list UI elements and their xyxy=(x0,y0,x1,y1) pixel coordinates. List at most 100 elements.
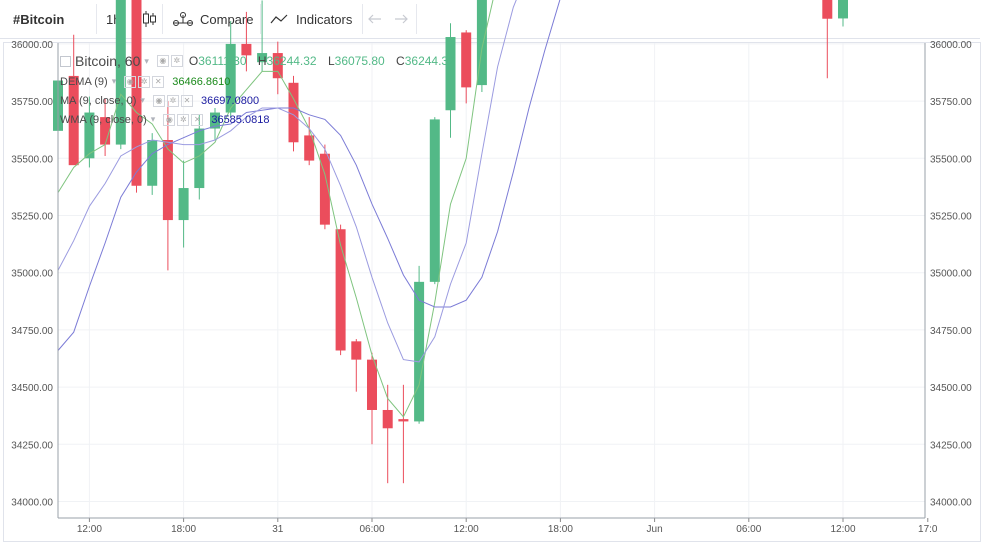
close-icon[interactable]: ✕ xyxy=(152,75,165,88)
x-tick-label: 12:00 xyxy=(77,524,102,535)
chevron-down-icon[interactable]: ▾ xyxy=(111,76,117,86)
candle-down xyxy=(162,139,173,221)
top-toolbar: #Bitcoin 1h Compare Indicators xyxy=(0,0,980,39)
ohlc-values: O36111.30 H36244.32 L36075.80 C36244.32 xyxy=(189,54,463,68)
candle-down xyxy=(319,153,330,225)
gear-icon[interactable]: ✲ xyxy=(138,75,151,88)
eye-icon[interactable]: ◉ xyxy=(152,94,165,107)
compare-icon xyxy=(173,12,193,26)
x-tick-label: 18:00 xyxy=(548,524,573,535)
candle-down xyxy=(304,135,315,161)
indicator-line-ma xyxy=(57,0,561,351)
indicators-button[interactable]: Indicators xyxy=(270,0,352,38)
x-tick-label: Jun xyxy=(647,524,663,535)
series-title: Bitcoin, 60 xyxy=(75,53,141,69)
close-icon[interactable]: ✕ xyxy=(180,94,193,107)
gear-icon[interactable]: ✲ xyxy=(170,55,183,67)
candle-up xyxy=(194,128,205,189)
y-tick-label-left: 35500.00 xyxy=(11,154,53,165)
candle-down xyxy=(351,341,362,360)
y-tick-label-right: 35250.00 xyxy=(930,212,972,223)
y-tick-label-right: 34000.00 xyxy=(930,498,972,509)
chevron-down-icon[interactable]: ▾ xyxy=(150,114,156,124)
x-tick-label: 31 xyxy=(272,524,284,535)
legend-indicator-dema[interactable]: DEMA (9) ▾ ◉ ✲ ✕ 36466.8610 xyxy=(60,72,463,91)
x-tick-label: 06:00 xyxy=(736,524,761,535)
candle-up xyxy=(414,281,425,422)
y-tick-label-right: 36000.00 xyxy=(930,40,972,51)
y-tick-label-left: 34500.00 xyxy=(11,383,53,394)
open-value: 36111.30 xyxy=(198,54,247,68)
candle-up xyxy=(178,188,189,221)
candle-up xyxy=(115,0,126,145)
toolbar-divider xyxy=(362,4,363,34)
candle-down xyxy=(272,53,283,79)
eye-icon[interactable]: ◉ xyxy=(163,113,176,126)
y-tick-label-right: 35500.00 xyxy=(930,154,972,165)
close-value: 36244.32 xyxy=(404,54,455,68)
low-label: L xyxy=(327,54,335,68)
close-label: C xyxy=(396,54,405,68)
undo-button[interactable] xyxy=(368,0,382,38)
y-tick-label-left: 35000.00 xyxy=(11,269,53,280)
chevron-down-icon[interactable]: ▾ xyxy=(140,95,145,105)
redo-icon xyxy=(395,14,408,24)
toolbar-divider xyxy=(260,4,261,34)
close-icon[interactable]: ✕ xyxy=(191,113,204,126)
candle-down xyxy=(241,43,252,56)
low-value: 36075.80 xyxy=(334,54,385,68)
collapse-icon[interactable] xyxy=(60,55,71,67)
chart-frame xyxy=(3,42,981,542)
toolbar-divider xyxy=(416,4,417,34)
candle-down xyxy=(335,229,346,351)
chart-style-button[interactable] xyxy=(142,0,156,38)
legend-indicator-wma[interactable]: WMA (9, close, 0) ▾ ◉ ✲ ✕ 36585.0818 xyxy=(60,110,463,129)
axes: 34000.00 34000.00 34250.00 34250.00 34500.00… xyxy=(11,40,972,535)
eye-icon[interactable]: ◉ xyxy=(124,75,137,88)
toolbar-divider xyxy=(162,4,163,34)
indicator-value: 36697.0800 xyxy=(200,94,260,107)
symbol-search[interactable]: #Bitcoin xyxy=(13,11,65,27)
chevron-down-icon[interactable]: ▾ xyxy=(144,55,149,66)
indicator-name: DEMA (9) xyxy=(60,75,108,88)
compare-button[interactable]: Compare xyxy=(172,0,253,38)
y-tick-label-left: 36000.00 xyxy=(11,40,53,51)
redo-button[interactable] xyxy=(394,0,408,38)
candle-up xyxy=(225,43,236,113)
high-value: 36244.32 xyxy=(266,54,317,68)
x-tick-label: 18:00 xyxy=(171,524,196,535)
legend-indicator-ma[interactable]: MA (9, close, 0) ▾ ◉ ✲ ✕ 36697.0800 xyxy=(60,91,463,110)
candle-up xyxy=(210,112,220,129)
y-tick-label-right: 34750.00 xyxy=(930,326,972,337)
open-label: O xyxy=(188,54,199,68)
y-tick-label-right: 35000.00 xyxy=(930,269,972,280)
candle-down xyxy=(288,82,299,143)
candle-bodies xyxy=(53,0,848,429)
candle-up xyxy=(429,119,440,282)
y-tick-label-left: 34000.00 xyxy=(11,498,53,509)
y-tick-label-right: 35750.00 xyxy=(930,97,972,108)
gear-icon[interactable]: ✲ xyxy=(177,113,190,126)
gear-icon[interactable]: ✲ xyxy=(166,94,179,107)
candle-down xyxy=(382,409,393,429)
candle-down xyxy=(461,32,472,88)
x-tick-label: 12:00 xyxy=(454,524,479,535)
indicator-value: 36585.0818 xyxy=(211,113,270,126)
eye-icon[interactable]: ◉ xyxy=(156,55,169,67)
x-tick-label: 12:00 xyxy=(830,524,855,535)
chart-legend: Bitcoin, 60 ▾ ◉ ✲ O36111.30 H36244.32 L3… xyxy=(60,50,463,129)
y-tick-label-left: 34250.00 xyxy=(11,440,53,451)
indicator-name: MA (9, close, 0) xyxy=(60,94,137,107)
legend-main-row: Bitcoin, 60 ▾ ◉ ✲ O36111.30 H36244.32 L3… xyxy=(60,50,463,72)
candle-down xyxy=(367,359,377,410)
candle-down xyxy=(68,75,79,166)
candle-down xyxy=(822,0,833,19)
x-tick-label: 17:0 xyxy=(918,524,938,535)
y-tick-label-left: 35750.00 xyxy=(11,97,53,108)
compare-label: Compare xyxy=(200,11,254,27)
y-tick-label-left: 35250.00 xyxy=(11,212,53,223)
indicator-value: 36466.8610 xyxy=(172,75,231,88)
candle-down xyxy=(398,419,409,422)
indicator-name: WMA (9, close, 0) xyxy=(60,113,147,126)
